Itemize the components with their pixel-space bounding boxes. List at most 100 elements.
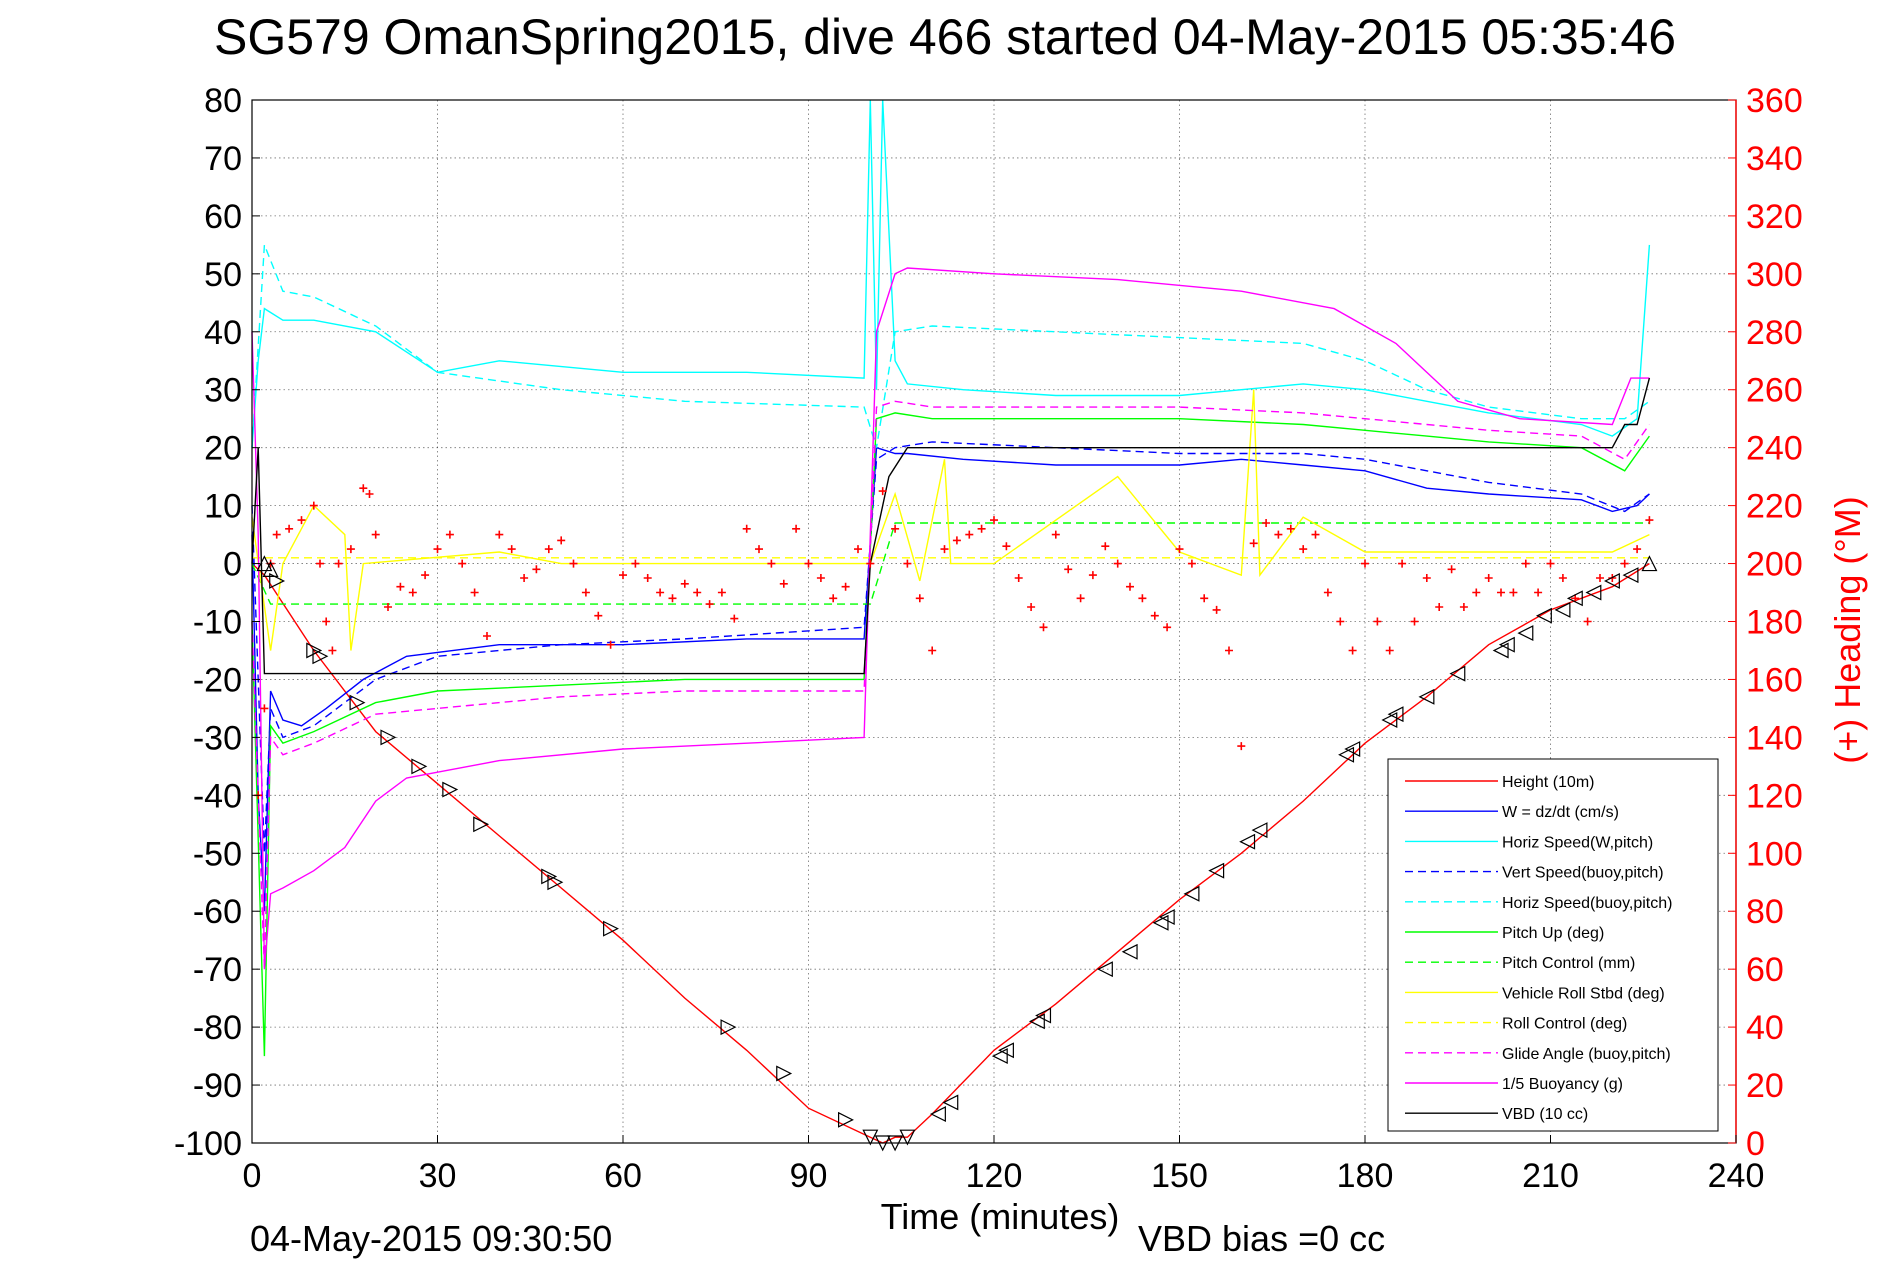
- series-lines: [251, 99, 1651, 1144]
- y-tick-label: -100: [174, 1125, 242, 1163]
- dive-marker: [1183, 885, 1200, 902]
- heading-point: [1361, 559, 1369, 568]
- dive-marker: [1585, 584, 1602, 601]
- dive-marker: [256, 555, 273, 572]
- heading-point: [891, 524, 900, 533]
- y-tick-label: 60: [204, 198, 242, 236]
- heading-point: [1187, 559, 1196, 568]
- dive-marker: [541, 868, 558, 885]
- legend-label: Horiz Speed(W,pitch): [1502, 834, 1653, 851]
- heading-point: [1286, 524, 1295, 533]
- heading-point: [990, 516, 998, 525]
- x-tick-label: 30: [419, 1157, 457, 1195]
- heading-point: [433, 545, 442, 554]
- y2-tick-label: 360: [1746, 82, 1803, 120]
- dive-marker: [720, 1019, 737, 1036]
- heading-point: [903, 559, 912, 568]
- dive-marker: [838, 1111, 854, 1128]
- heading-point: [829, 594, 838, 603]
- heading-point: [557, 536, 566, 545]
- axis-ticks: 0 30 60 90 120 150 180 210 24080706050403020100-…: [174, 82, 1803, 1195]
- heading-point: [1422, 574, 1431, 582]
- heading-point: [1484, 574, 1493, 582]
- heading-point: [1459, 603, 1468, 611]
- dive-marker: [1121, 943, 1138, 960]
- heading-point: [866, 559, 875, 568]
- heading-point: [1212, 605, 1221, 614]
- dive-marker: [1035, 1007, 1052, 1024]
- x-tick-label: 210: [1522, 1157, 1579, 1195]
- legend-label: Roll Control (deg): [1502, 1016, 1627, 1033]
- legend-label: Glide Angle (buoy,pitch): [1502, 1046, 1671, 1063]
- dive-marker: [1418, 688, 1435, 705]
- heading-point: [328, 646, 337, 655]
- heading-point: [1150, 611, 1159, 620]
- x-tick-label: 0: [243, 1157, 262, 1195]
- heading-point: [458, 559, 467, 568]
- y-tick-label: -30: [193, 719, 242, 757]
- y2-tick-label: 100: [1746, 835, 1803, 873]
- heading-point: [767, 559, 776, 568]
- dive-marker: [1492, 642, 1509, 659]
- dive-marker: [473, 816, 490, 833]
- dive-marker: [1381, 712, 1398, 728]
- y2-tick-label: 260: [1746, 372, 1803, 410]
- dive-marker: [1239, 833, 1256, 850]
- x-tick-label: 60: [604, 1157, 642, 1195]
- y2-tick-label: 340: [1746, 140, 1803, 178]
- dive-marker: [998, 1042, 1014, 1059]
- heading-point: [396, 582, 405, 591]
- dive-marker: [1208, 862, 1225, 879]
- heading-points: [254, 484, 1654, 800]
- y2-tick-label: 280: [1746, 314, 1803, 352]
- heading-point: [470, 588, 479, 597]
- dive-marker: [269, 572, 286, 589]
- series-line-11: [251, 267, 1650, 970]
- heading-point: [841, 582, 850, 591]
- heading-point: [260, 704, 269, 713]
- y2-tick-label: 140: [1746, 719, 1803, 757]
- heading-point: [1163, 623, 1172, 632]
- legend-label: 1/5 Buoyancy (g): [1502, 1076, 1623, 1093]
- y2-tick-label: 20: [1746, 1067, 1784, 1105]
- heading-point: [1435, 603, 1444, 611]
- heading-point: [680, 579, 689, 588]
- heading-point: [1175, 545, 1184, 554]
- x-tick-label: 150: [1151, 1157, 1208, 1195]
- heading-point: [792, 524, 801, 533]
- x-axis-label: Time (minutes): [881, 1196, 1120, 1237]
- y-tick-label: -20: [193, 661, 242, 699]
- y-tick-label: 80: [204, 82, 242, 120]
- series-line-4: [251, 441, 1650, 854]
- heading-point: [1113, 559, 1122, 568]
- dive-marker: [1535, 607, 1552, 624]
- series-line-6: [251, 412, 1650, 1057]
- dive-marker: [547, 874, 564, 891]
- heading-point: [569, 559, 578, 568]
- heading-point: [1225, 646, 1233, 655]
- dive-marker: [312, 648, 329, 665]
- heading-point: [544, 545, 553, 554]
- heading-point: [779, 579, 788, 588]
- heading-point: [717, 588, 726, 597]
- series-line-3: [251, 99, 1651, 448]
- heading-point: [878, 487, 887, 496]
- dive-markers: [256, 555, 1658, 1152]
- legend-label: Vehicle Roll Stbd (deg): [1502, 985, 1665, 1002]
- series-line-5: [251, 244, 1650, 448]
- dive-marker: [942, 1094, 959, 1111]
- heading-point: [285, 524, 294, 533]
- y-tick-label: 20: [204, 430, 242, 468]
- heading-point: [594, 611, 603, 620]
- heading-point: [1101, 542, 1110, 551]
- heading-point: [693, 588, 702, 597]
- dive-marker: [380, 729, 397, 746]
- x-tick-label: 240: [1708, 1157, 1765, 1195]
- heading-point: [928, 646, 937, 655]
- y-tick-label: -10: [193, 604, 242, 642]
- y2-tick-label: 200: [1746, 546, 1803, 584]
- series-line-12: [251, 377, 1651, 675]
- y-tick-label: -40: [193, 777, 242, 815]
- heading-point: [346, 545, 355, 554]
- heading-point: [1336, 617, 1345, 626]
